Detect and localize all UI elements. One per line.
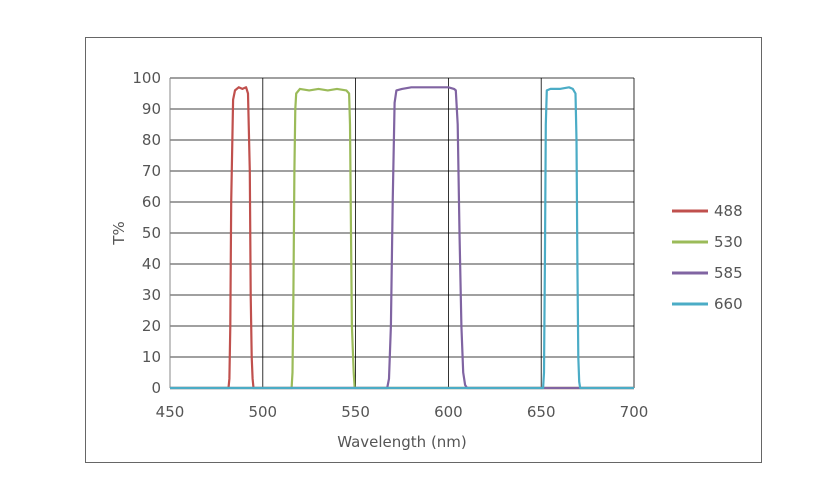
y-tick-label-70: 70 bbox=[142, 162, 161, 180]
legend-label-660: 660 bbox=[714, 295, 743, 313]
tick-labels: 0 10 20 30 40 50 60 70 80 90 100 450 500 550 600 650 700 bbox=[132, 69, 648, 421]
series-line-488 bbox=[170, 86, 634, 390]
y-tick-label-50: 50 bbox=[142, 224, 161, 242]
x-axis-title: Wavelength (nm) bbox=[337, 433, 467, 451]
legend-label-488: 488 bbox=[714, 202, 743, 220]
y-tick-label-10: 10 bbox=[142, 348, 161, 366]
x-tick-label-650: 650 bbox=[527, 403, 556, 421]
x-tick-label-700: 700 bbox=[620, 403, 649, 421]
y-tick-label-40: 40 bbox=[142, 255, 161, 273]
x-tick-label-450: 450 bbox=[156, 403, 185, 421]
series-lines bbox=[170, 86, 634, 390]
grid bbox=[169, 77, 635, 389]
x-tick-label-600: 600 bbox=[434, 403, 463, 421]
y-tick-label-100: 100 bbox=[132, 69, 161, 87]
chart-frame: 0 10 20 30 40 50 60 70 80 90 100 450 500 550 600 650 700… bbox=[85, 37, 762, 463]
legend: 488 530 585 660 bbox=[672, 202, 743, 313]
y-tick-label-20: 20 bbox=[142, 317, 161, 335]
y-tick-label-0: 0 bbox=[151, 379, 161, 397]
legend-label-585: 585 bbox=[714, 264, 743, 282]
y-tick-label-60: 60 bbox=[142, 193, 161, 211]
y-tick-label-30: 30 bbox=[142, 286, 161, 304]
transmission-chart: 0 10 20 30 40 50 60 70 80 90 100 450 500 550 600 650 700… bbox=[110, 69, 743, 451]
y-tick-label-80: 80 bbox=[142, 131, 161, 149]
series-line-585 bbox=[170, 86, 634, 390]
legend-label-530: 530 bbox=[714, 233, 743, 251]
x-tick-label-500: 500 bbox=[248, 403, 277, 421]
x-tick-label-550: 550 bbox=[341, 403, 370, 421]
series-line-660 bbox=[170, 86, 634, 390]
y-axis-title: T% bbox=[110, 221, 128, 245]
series-line-530 bbox=[170, 87, 634, 390]
y-tick-label-90: 90 bbox=[142, 100, 161, 118]
